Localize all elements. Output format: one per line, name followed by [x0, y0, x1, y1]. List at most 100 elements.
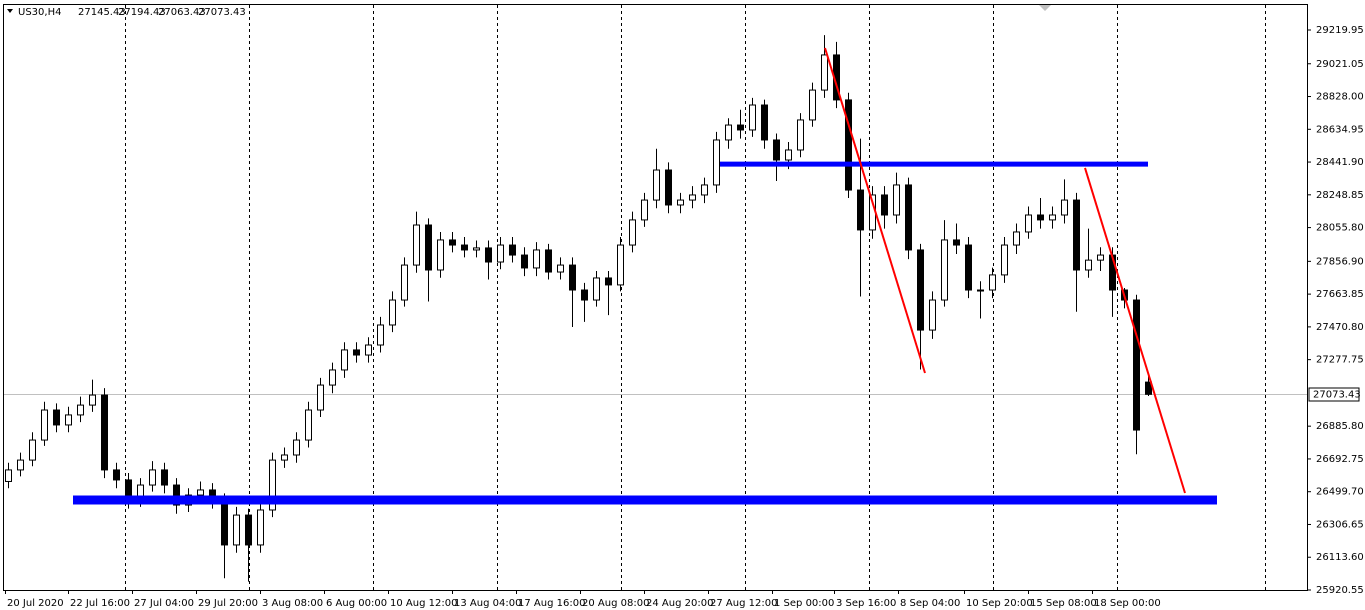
x-tick-label: 6 Aug 00:00: [326, 598, 387, 609]
candle-body: [233, 514, 240, 546]
candle-body: [605, 277, 612, 286]
x-tick-label: 10 Sep 20:00: [966, 598, 1033, 609]
candle-body: [737, 124, 744, 131]
candle-body: [569, 264, 576, 291]
ohlc-high: 27194.43: [118, 7, 166, 18]
candle-body: [161, 469, 168, 486]
price-tag: [1308, 387, 1360, 402]
candle-body: [437, 239, 444, 271]
candle-body: [485, 247, 492, 263]
shift-marker: [1039, 5, 1051, 11]
grid: 29219.95 29021.05 28828.00 28634.95 28441.90…: [4, 5, 1364, 609]
x-tick-label: 27 Aug 12:00: [710, 598, 777, 609]
candle-body: [89, 394, 96, 406]
candle-body: [341, 349, 348, 371]
candle-body: [905, 184, 912, 251]
ohlc-open: 27145.43: [78, 7, 126, 18]
candle-body: [377, 324, 384, 346]
candle-body: [1097, 254, 1104, 261]
ohlc-close: 27073.43: [198, 7, 246, 18]
candle-body: [365, 344, 372, 356]
y-tick-label: 26306.65: [1316, 519, 1364, 530]
x-tick-label: 8 Sep 04:00: [900, 598, 960, 609]
candle-body: [245, 514, 252, 546]
y-tick-label: 28248.85: [1316, 190, 1364, 201]
candle-body: [461, 244, 468, 251]
candle-body: [629, 219, 636, 246]
candle-body: [701, 184, 708, 196]
candle-body: [29, 439, 36, 461]
candle-body: [473, 247, 480, 251]
candle-body: [305, 409, 312, 441]
x-tick-label: 13 Aug 04:00: [454, 598, 521, 609]
candle-body: [809, 89, 816, 121]
x-tick-label: 1 Sep 00:00: [774, 598, 834, 609]
candle-body: [821, 54, 828, 91]
candle-body: [497, 244, 504, 263]
candle-body: [749, 104, 756, 131]
menu-arrow: [7, 9, 13, 13]
candle-body: [293, 439, 300, 456]
y-tick-label: 28634.95: [1316, 124, 1364, 135]
candle-body: [617, 244, 624, 286]
trend-line: [1084, 167, 1186, 494]
candle-body: [773, 139, 780, 161]
candle-body: [1037, 214, 1044, 221]
x-tick-label: 3 Sep 16:00: [836, 598, 896, 609]
candle-body: [77, 404, 84, 416]
candle-body: [941, 239, 948, 301]
y-tick-label: 28441.90: [1316, 157, 1364, 168]
candle-body: [1013, 231, 1020, 246]
y-tick-label: 26499.70: [1316, 487, 1364, 498]
candle-body: [53, 409, 60, 426]
candle-body: [953, 239, 960, 246]
candle-body: [329, 369, 336, 386]
candle-body: [353, 349, 360, 356]
candle-body: [689, 194, 696, 201]
x-tick-label: 15 Sep 08:00: [1030, 598, 1097, 609]
plot-frame: [3, 4, 1308, 591]
candle-body: [1133, 299, 1140, 431]
candle-body: [965, 244, 972, 291]
candle-body: [521, 254, 528, 269]
candle-body: [101, 394, 108, 471]
candle-body: [725, 124, 732, 141]
candle-body: [1025, 214, 1032, 233]
y-tick-label: 27277.75: [1316, 355, 1364, 366]
candle-body: [17, 459, 24, 471]
candle-body: [1049, 214, 1056, 221]
y-tick-label: 27663.85: [1316, 289, 1364, 300]
x-tick-label: 17 Aug 16:00: [518, 598, 585, 609]
x-tick-label: 24 Aug 20:00: [646, 598, 713, 609]
candle-body: [401, 264, 408, 301]
candle-body: [545, 249, 552, 273]
y-tick-label: 27470.80: [1316, 322, 1364, 333]
trend-line: [824, 47, 926, 374]
candle-body: [1061, 199, 1068, 216]
candle-body: [269, 459, 276, 511]
candle-body: [713, 139, 720, 186]
candle-body: [197, 489, 204, 496]
candle-body: [593, 277, 600, 301]
x-tick-label: 18 Sep 00:00: [1094, 598, 1161, 609]
x-tick-label: 27 Jul 04:00: [134, 598, 194, 609]
y-tick-label: 27856.90: [1316, 256, 1364, 267]
candle-body: [1073, 199, 1080, 271]
candle-body: [557, 264, 564, 273]
x-tick-label: 3 Aug 08:00: [262, 598, 323, 609]
x-tick-label: 10 Aug 12:00: [390, 598, 457, 609]
candle-body: [785, 149, 792, 161]
y-tick-label: 26885.80: [1316, 421, 1364, 432]
ohlc-low: 27063.43: [158, 7, 206, 18]
candle-body: [65, 414, 72, 426]
y-tick-label: 28828.00: [1316, 92, 1364, 103]
candle-body: [761, 104, 768, 141]
candle-body: [797, 119, 804, 151]
marks: [5, 35, 1217, 582]
y-tick-label: 25920.55: [1316, 585, 1364, 596]
y-tick-label: 29219.95: [1316, 25, 1364, 36]
candle-body: [281, 454, 288, 461]
candle-body: [581, 289, 588, 301]
